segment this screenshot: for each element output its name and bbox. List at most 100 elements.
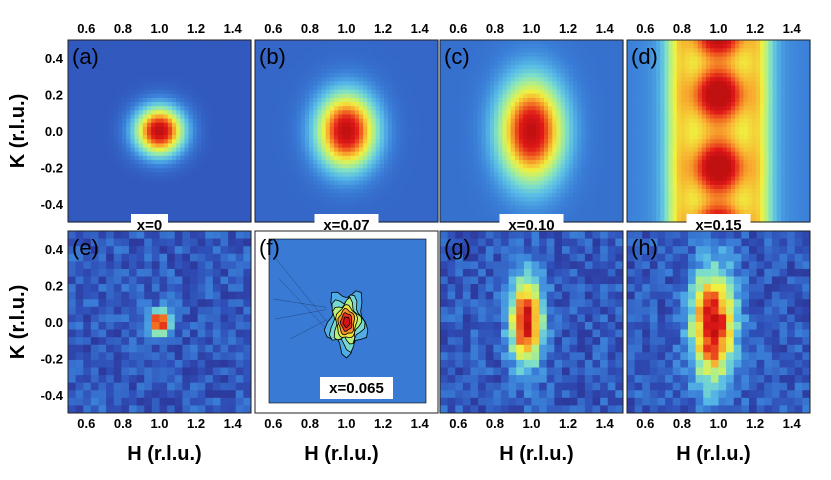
heatmap-cell: [464, 48, 470, 54]
heatmap-cell: [72, 48, 77, 54]
heatmap-cell: [433, 56, 439, 62]
heatmap-cell: [408, 68, 414, 74]
heatmap-cell: [448, 89, 454, 95]
heatmap-cell: [76, 126, 82, 132]
heatmap-cell: [363, 102, 368, 107]
heatmap-cell: [130, 193, 136, 198]
heatmap-cell: [155, 151, 161, 157]
heatmap-cell: [184, 197, 190, 202]
heatmap-cell: [469, 201, 474, 207]
heatmap-cell: [375, 93, 381, 99]
heatmap-cell: [92, 114, 98, 120]
heatmap-cell: [321, 139, 327, 145]
heatmap-cell: [192, 131, 198, 136]
heatmap-cell: [151, 64, 156, 70]
heatmap-cell: [433, 151, 439, 157]
heatmap-cell: [444, 122, 449, 128]
heatmap-cell: [519, 106, 524, 111]
heatmap-cell: [400, 135, 406, 140]
heatmap-cell: [375, 159, 381, 165]
heatmap-cell: [448, 122, 454, 128]
heatmap-cell: [221, 155, 227, 161]
heatmap-cell: [130, 102, 136, 107]
heatmap-cell: [464, 114, 470, 120]
heatmap-cell: [392, 180, 398, 186]
heatmap-cell: [354, 164, 360, 169]
heatmap-cell: [371, 40, 377, 45]
heatmap-cell: [354, 81, 360, 87]
heatmap-cell: [477, 68, 483, 74]
heatmap-cell: [205, 197, 211, 202]
heatmap-cell: [485, 168, 491, 173]
heatmap-cell: [502, 64, 508, 70]
heatmap-cell: [469, 85, 474, 91]
heatmap-cell: [196, 172, 202, 178]
heatmap-cell: [300, 197, 306, 202]
heatmap-cell: [523, 126, 528, 132]
heatmap-cell: [68, 188, 73, 194]
heatmap-cell: [130, 131, 136, 136]
heatmap-cell: [464, 135, 470, 140]
heatmap-cell: [80, 135, 86, 140]
heatmap-cell: [176, 143, 181, 149]
heatmap-cell: [494, 93, 499, 99]
heatmap-cell: [304, 48, 310, 54]
heatmap-cell: [321, 205, 327, 211]
heatmap-cell: [535, 68, 541, 74]
heatmap-cell: [444, 197, 449, 202]
heatmap-cell: [433, 135, 439, 140]
heatmap-cell: [147, 73, 152, 78]
heatmap-cell: [242, 217, 248, 223]
heatmap-cell: [155, 155, 161, 161]
heatmap-cell: [502, 180, 508, 186]
heatmap-cell: [255, 197, 260, 202]
heatmap-cell: [325, 93, 331, 99]
heatmap-cell: [205, 159, 211, 165]
heatmap-cell: [417, 106, 422, 111]
heatmap-cell: [489, 143, 495, 149]
panel-b: (b)x=0.07: [254, 39, 439, 236]
heatmap-cell: [292, 68, 298, 74]
heatmap-cell: [379, 44, 385, 49]
heatmap-cell: [180, 118, 186, 124]
heatmap-cell: [440, 44, 445, 49]
heatmap-cell: [221, 180, 227, 186]
heatmap-cell: [184, 193, 190, 198]
heatmap-cell: [288, 118, 294, 124]
heatmap-cell: [354, 97, 360, 103]
heatmap-cell: [242, 97, 248, 103]
heatmap-cell: [230, 213, 235, 219]
heatmap-cell: [230, 164, 235, 169]
heatmap-cell: [413, 122, 418, 128]
heatmap-cell: [209, 118, 215, 124]
heatmap-cell: [97, 168, 102, 173]
heatmap-cell: [396, 44, 402, 49]
heatmap-cell: [494, 102, 499, 107]
heatmap-cell: [477, 85, 483, 91]
heatmap-cell: [267, 139, 273, 145]
heatmap-cell: [334, 164, 339, 169]
heatmap-cell: [502, 56, 508, 62]
heatmap-cell: [448, 131, 454, 136]
heatmap-cell: [167, 205, 173, 211]
heatmap-cell: [88, 217, 94, 223]
heatmap-cell: [367, 85, 373, 91]
heatmap-cell: [242, 52, 248, 58]
heatmap-cell: [180, 106, 186, 111]
heatmap-cell: [167, 110, 173, 116]
heatmap-cell: [425, 168, 431, 173]
heatmap-cell: [113, 40, 119, 45]
heatmap-cell: [209, 85, 215, 91]
heatmap-cell: [404, 184, 410, 190]
heatmap-cell: [246, 135, 252, 140]
heatmap-cell: [421, 180, 427, 186]
heatmap-cell: [469, 64, 474, 70]
heatmap-cell: [388, 102, 393, 107]
heatmap-cell: [413, 155, 418, 161]
heatmap-cell: [425, 52, 431, 58]
heatmap-cell: [76, 102, 82, 107]
heatmap-cell: [142, 201, 148, 207]
heatmap-cell: [354, 143, 360, 149]
heatmap-cell: [255, 201, 260, 207]
heatmap-cell: [444, 131, 449, 136]
